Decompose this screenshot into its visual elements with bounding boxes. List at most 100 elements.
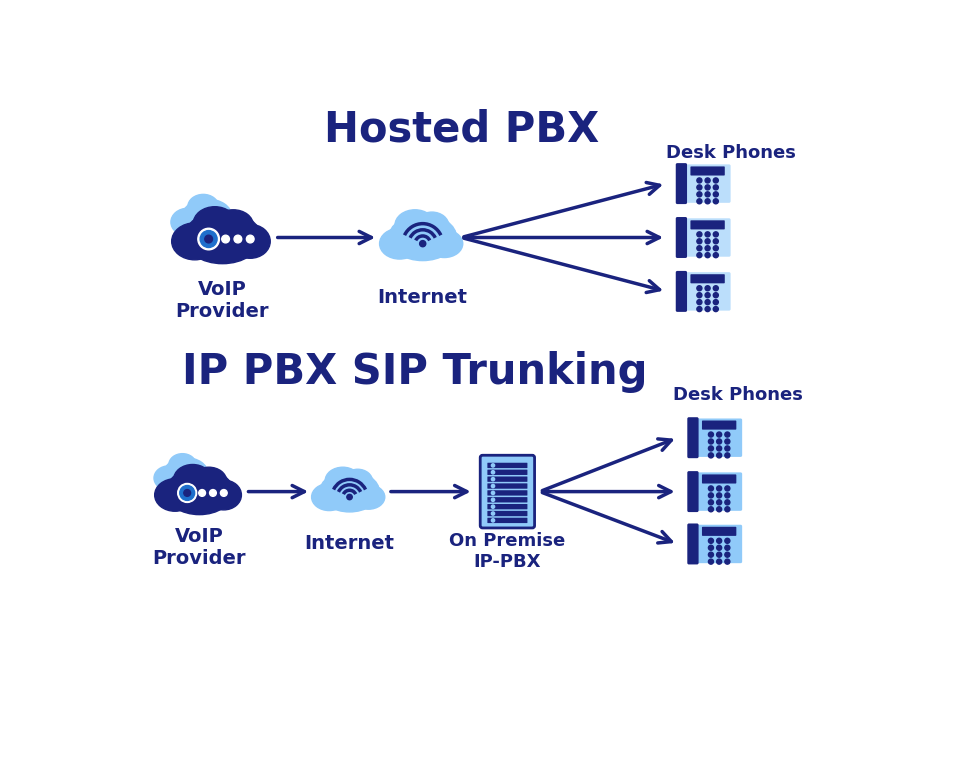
Circle shape bbox=[705, 293, 710, 298]
FancyBboxPatch shape bbox=[696, 473, 742, 511]
Circle shape bbox=[725, 507, 730, 511]
FancyBboxPatch shape bbox=[696, 524, 742, 563]
Circle shape bbox=[708, 538, 713, 543]
Circle shape bbox=[708, 500, 713, 505]
Circle shape bbox=[492, 484, 494, 488]
Circle shape bbox=[708, 559, 713, 564]
Ellipse shape bbox=[395, 210, 435, 241]
Circle shape bbox=[705, 299, 710, 305]
Circle shape bbox=[705, 306, 710, 312]
Text: On Premise
IP-PBX: On Premise IP-PBX bbox=[449, 532, 565, 571]
Circle shape bbox=[697, 199, 702, 204]
FancyBboxPatch shape bbox=[488, 470, 527, 475]
Circle shape bbox=[697, 299, 702, 305]
Circle shape bbox=[705, 192, 710, 197]
Circle shape bbox=[716, 453, 722, 458]
Text: Internet: Internet bbox=[377, 288, 468, 307]
FancyBboxPatch shape bbox=[488, 490, 527, 496]
Ellipse shape bbox=[213, 210, 253, 241]
FancyBboxPatch shape bbox=[702, 474, 736, 483]
Circle shape bbox=[716, 493, 722, 498]
Circle shape bbox=[492, 477, 494, 481]
Circle shape bbox=[420, 241, 426, 247]
Circle shape bbox=[234, 235, 242, 243]
Circle shape bbox=[713, 245, 718, 251]
Circle shape bbox=[183, 489, 191, 496]
Ellipse shape bbox=[171, 208, 204, 236]
Ellipse shape bbox=[169, 454, 196, 475]
Ellipse shape bbox=[208, 210, 239, 234]
Circle shape bbox=[725, 446, 730, 451]
Circle shape bbox=[725, 486, 730, 491]
Circle shape bbox=[713, 192, 718, 197]
Circle shape bbox=[697, 178, 702, 183]
Circle shape bbox=[716, 439, 722, 444]
Circle shape bbox=[697, 232, 702, 237]
Circle shape bbox=[492, 491, 494, 495]
Circle shape bbox=[492, 464, 494, 467]
Text: Desk Phones: Desk Phones bbox=[674, 386, 804, 404]
Circle shape bbox=[716, 553, 722, 557]
Circle shape bbox=[705, 185, 710, 190]
Circle shape bbox=[725, 432, 730, 437]
Circle shape bbox=[209, 489, 216, 496]
FancyBboxPatch shape bbox=[488, 497, 527, 502]
Circle shape bbox=[697, 185, 702, 190]
Circle shape bbox=[697, 245, 702, 251]
Circle shape bbox=[178, 483, 197, 502]
FancyBboxPatch shape bbox=[488, 477, 527, 482]
FancyBboxPatch shape bbox=[690, 166, 725, 176]
Ellipse shape bbox=[182, 199, 231, 233]
Circle shape bbox=[492, 470, 494, 474]
Ellipse shape bbox=[379, 228, 420, 259]
Circle shape bbox=[705, 245, 710, 251]
FancyBboxPatch shape bbox=[488, 463, 527, 468]
FancyBboxPatch shape bbox=[696, 419, 742, 457]
FancyBboxPatch shape bbox=[690, 220, 725, 230]
Circle shape bbox=[708, 486, 713, 491]
Ellipse shape bbox=[426, 230, 463, 258]
Circle shape bbox=[713, 239, 718, 244]
Ellipse shape bbox=[174, 464, 211, 494]
Ellipse shape bbox=[165, 469, 233, 515]
Circle shape bbox=[247, 235, 254, 243]
Circle shape bbox=[708, 507, 713, 511]
Circle shape bbox=[697, 239, 702, 244]
FancyBboxPatch shape bbox=[676, 271, 687, 312]
Ellipse shape bbox=[164, 458, 207, 487]
FancyBboxPatch shape bbox=[687, 417, 699, 458]
Circle shape bbox=[180, 486, 195, 500]
FancyBboxPatch shape bbox=[684, 218, 731, 257]
Circle shape bbox=[713, 299, 718, 305]
Circle shape bbox=[725, 538, 730, 543]
Circle shape bbox=[708, 453, 713, 458]
Circle shape bbox=[725, 493, 730, 498]
Circle shape bbox=[705, 232, 710, 237]
FancyBboxPatch shape bbox=[684, 272, 731, 311]
Circle shape bbox=[725, 559, 730, 564]
Ellipse shape bbox=[193, 207, 236, 241]
Circle shape bbox=[222, 235, 229, 243]
Circle shape bbox=[705, 252, 710, 258]
Circle shape bbox=[347, 494, 352, 500]
Circle shape bbox=[201, 230, 217, 248]
FancyBboxPatch shape bbox=[687, 524, 699, 565]
Ellipse shape bbox=[343, 469, 372, 494]
Circle shape bbox=[705, 239, 710, 244]
Circle shape bbox=[697, 306, 702, 312]
Circle shape bbox=[716, 486, 722, 491]
Circle shape bbox=[713, 286, 718, 291]
Ellipse shape bbox=[312, 483, 347, 511]
Ellipse shape bbox=[172, 223, 218, 260]
FancyBboxPatch shape bbox=[687, 471, 699, 512]
Circle shape bbox=[713, 178, 718, 183]
Circle shape bbox=[713, 232, 718, 237]
Circle shape bbox=[199, 489, 205, 496]
Circle shape bbox=[705, 199, 710, 204]
Circle shape bbox=[713, 252, 718, 258]
Ellipse shape bbox=[191, 467, 227, 494]
Ellipse shape bbox=[154, 466, 183, 490]
Text: Desk Phones: Desk Phones bbox=[666, 144, 796, 162]
FancyBboxPatch shape bbox=[488, 483, 527, 489]
FancyBboxPatch shape bbox=[690, 274, 725, 283]
